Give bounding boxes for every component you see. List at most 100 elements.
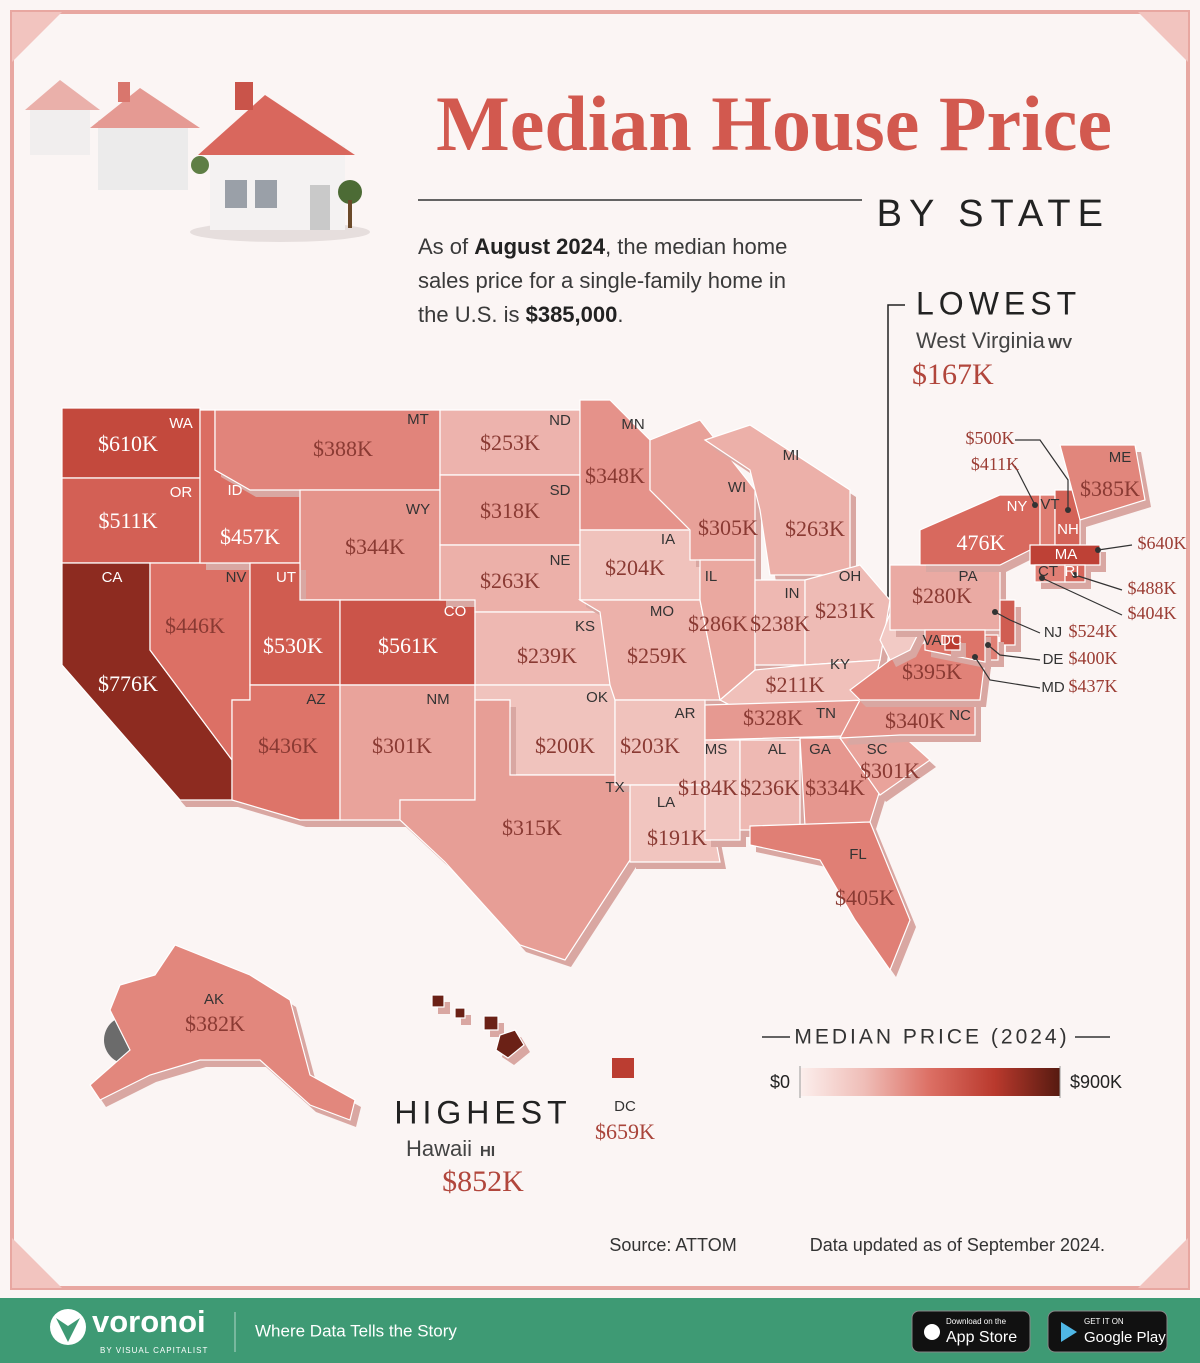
state-value: $344K [345,534,405,559]
state-value: $200K [535,733,595,758]
leader-line [1014,465,1036,506]
state-abbr: MS [705,741,728,758]
state-value: $305K [698,515,758,540]
state-abbr: WY [406,501,430,518]
leader-dot [985,642,991,648]
state-value: $263K [480,568,540,593]
state-value: $776K [98,671,158,696]
state-abbr: MT [407,411,429,428]
state [89,944,356,1121]
state [999,599,1016,646]
state-value: $404K [1128,603,1177,623]
state-value: $280K [912,583,972,608]
state-value: $446K [165,613,225,638]
state-abbr: OH [839,568,862,585]
button-bg[interactable] [911,1310,1031,1353]
state-value: $253K [480,430,540,455]
state-abbr: NH [1057,521,1079,538]
dc-value: $659K [595,1119,655,1144]
apple-icon [924,1324,940,1340]
lowest-abbr: WV [1048,335,1072,352]
state [483,1015,499,1031]
button-bg[interactable] [1047,1310,1168,1353]
state-value: $436K [258,733,318,758]
leader-line [974,656,1041,689]
state-value: $340K [885,708,945,733]
state [749,821,911,972]
leader-line [1074,574,1123,591]
state-value: $640K [1138,533,1187,553]
state-abbr: NE [550,552,571,569]
leader-line [987,644,1041,661]
state-abbr: WA [169,415,193,432]
state-abbr: PA [959,568,978,585]
leader-line [1041,577,1123,616]
houses-illustration [25,80,370,242]
state-abbr: MD [1041,679,1064,696]
state-value: $231K [815,598,875,623]
state-abbr: IL [705,568,718,585]
state-abbr: SD [550,482,571,499]
state-abbr: SC [867,741,888,758]
state-abbr: KS [575,618,595,635]
state-abbr: NC [949,707,971,724]
state-value: 476K [957,530,1006,555]
lowest-name: West Virginia [916,328,1046,353]
frame [10,10,1190,1290]
state-value: $437K [1069,676,1118,696]
button-small: Download on the [946,1317,1007,1326]
leader-line [1015,439,1069,510]
state [944,635,961,651]
state-abbr: NJ [1044,624,1062,641]
state-value: $382K [185,1011,245,1036]
intro-bold: $385,000 [525,302,618,327]
state-value: $511K [98,508,157,533]
leader-dot [1032,502,1038,508]
state-abbr: AR [675,705,696,722]
app-store-button[interactable]: Download on the App Store [911,1310,1031,1353]
state-value: $184K [678,775,738,800]
state [1029,544,1101,566]
state-value: $610K [98,431,158,456]
state-value: $561K [378,633,438,658]
state-value: $318K [480,498,540,523]
state-abbr: CA [102,569,123,586]
highest-heading: HIGHEST [394,1094,571,1130]
state-abbr: VA [923,632,942,649]
state-value: $400K [1069,648,1118,668]
intro-text: As of [418,234,475,259]
state-value: $348K [585,463,645,488]
legend-gradient [800,1068,1060,1096]
state-value: $395K [902,659,962,684]
state-value: $530K [263,633,323,658]
state-abbr: RI [1065,563,1080,580]
state-value: $488K [1128,578,1177,598]
state-abbr: FL [849,846,867,863]
state-abbr: KY [830,656,850,673]
state-value: $500K [966,428,1015,448]
button-label: Google Play [1084,1329,1166,1346]
highest-value: $852K [442,1165,524,1198]
state-abbr: IA [661,531,675,548]
leader-dot [1039,575,1045,581]
leader-dot [1072,572,1078,578]
note: Data updated as of September 2024. [810,1235,1105,1255]
state-value: $203K [620,733,680,758]
state-abbr: LA [657,794,675,811]
state-value: $301K [372,733,432,758]
google-play-button[interactable]: GET IT ON Google Play [1047,1310,1168,1353]
state-value: $385K [1080,476,1140,501]
title: Median House Price [436,80,1112,167]
state [431,994,445,1008]
state-value: $236K [740,775,800,800]
intro-text: , the median home sales price for a sing… [418,234,788,327]
state-abbr: MN [621,416,644,433]
corner [12,1238,62,1288]
brand-sub: BY VISUAL CAPITALIST [100,1346,208,1355]
leader-dot [1095,547,1101,553]
state-abbr: AK [204,991,224,1008]
corner [12,12,62,62]
state-abbr: AZ [306,691,325,708]
intro-text: . [617,302,624,327]
state-abbr: ND [549,412,571,429]
